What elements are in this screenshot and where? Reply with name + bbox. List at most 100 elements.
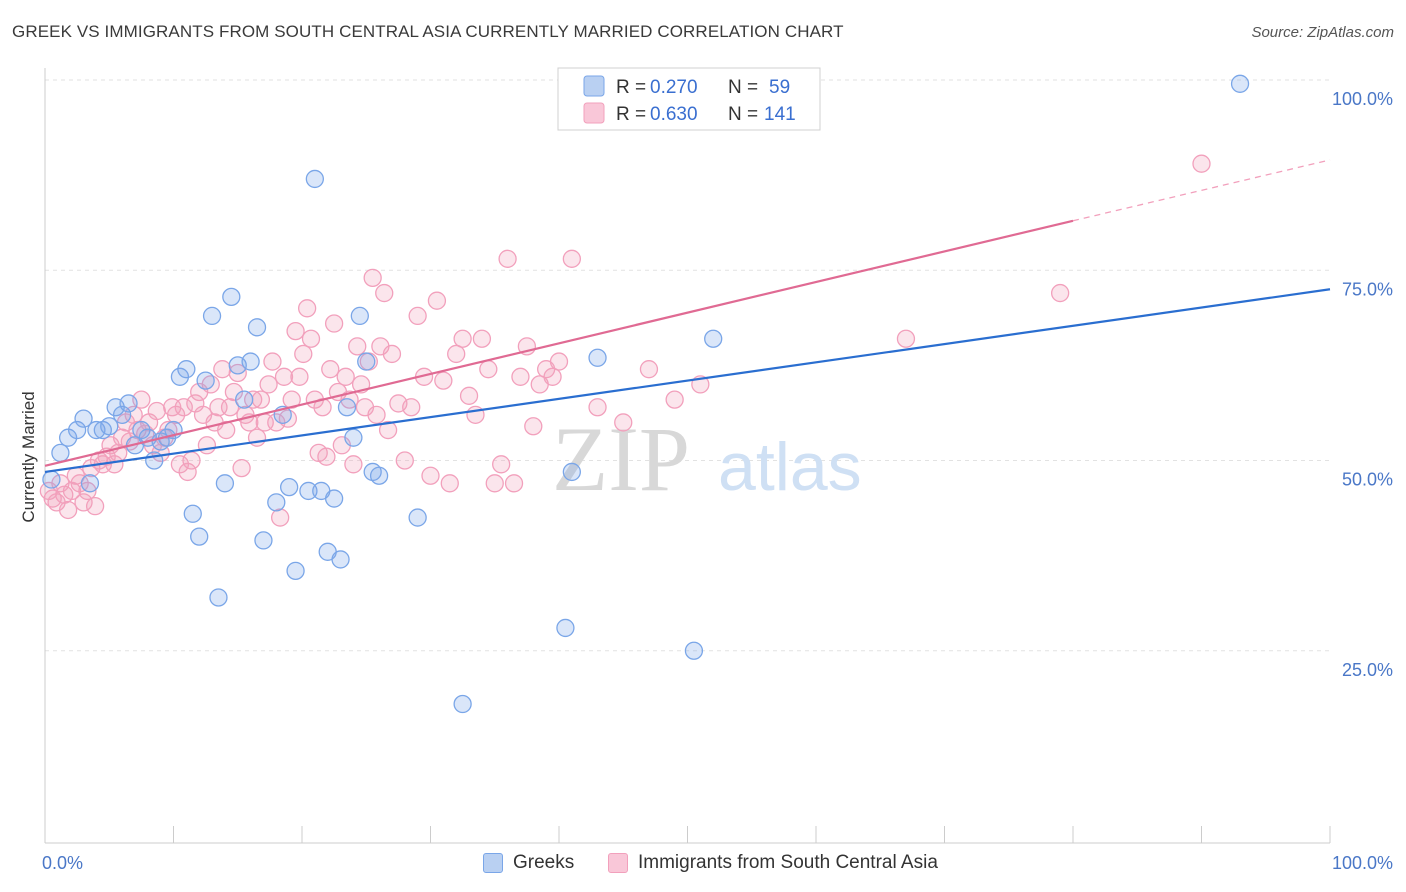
immigrants-point-99 bbox=[447, 344, 466, 364]
greeks-point-11 bbox=[119, 394, 138, 413]
greeks-point-4 bbox=[74, 409, 93, 428]
immigrants-point-89 bbox=[382, 344, 402, 364]
immigrants-point-35 bbox=[174, 398, 193, 417]
legend-box: R = 0.270 N = 59 R = 0.630 N = 141 bbox=[557, 67, 821, 131]
greeks-point-52 bbox=[562, 462, 581, 482]
immigrants-point-84 bbox=[363, 268, 382, 288]
greeks-point-26 bbox=[215, 474, 235, 493]
immigrants-point-9 bbox=[74, 493, 93, 512]
greeks-point-44 bbox=[344, 428, 363, 447]
immigrants-point-122 bbox=[896, 329, 916, 348]
immigrants-point-97 bbox=[434, 371, 453, 390]
immigrants-point-48 bbox=[224, 382, 244, 402]
greeks-point-20 bbox=[177, 360, 196, 379]
greeks-point-31 bbox=[247, 318, 267, 337]
immigrants-trend-extension bbox=[1072, 159, 1331, 222]
immigrants-point-41 bbox=[197, 436, 217, 455]
immigrants-point-73 bbox=[321, 360, 340, 379]
immigrants-point-12 bbox=[85, 497, 105, 516]
greeks-point-5 bbox=[80, 474, 100, 493]
immigrants-point-124 bbox=[1192, 154, 1211, 173]
immigrants-point-123 bbox=[1051, 283, 1070, 303]
immigrants-point-66 bbox=[294, 344, 313, 364]
greeks-point-3 bbox=[67, 420, 87, 440]
greeks-point-24 bbox=[202, 306, 222, 326]
greeks-point-54 bbox=[684, 641, 704, 660]
legend-label-greeks: Greeks bbox=[513, 852, 575, 873]
legend-n-label-2: N = bbox=[728, 104, 758, 125]
immigrants-point-65 bbox=[290, 367, 309, 386]
greeks-point-42 bbox=[331, 550, 350, 569]
immigrants-point-50 bbox=[232, 458, 251, 478]
immigrants-point-37 bbox=[182, 451, 201, 470]
greeks-point-35 bbox=[279, 477, 299, 497]
immigrants-point-57 bbox=[259, 375, 278, 394]
watermark-zip: ZIP bbox=[552, 408, 690, 510]
trend-lines bbox=[44, 159, 1331, 474]
immigrants-point-115 bbox=[549, 352, 569, 371]
x-tick-labels: 0.0% 100.0% bbox=[42, 853, 1393, 873]
immigrants-point-77 bbox=[336, 367, 355, 386]
greeks-point-33 bbox=[267, 493, 286, 512]
greeks-point-55 bbox=[704, 329, 723, 348]
greeks-trend-line bbox=[44, 288, 1331, 474]
greeks-point-23 bbox=[196, 371, 215, 390]
greeks-point-53 bbox=[588, 348, 607, 367]
legend-n-value-1: 59 bbox=[769, 77, 790, 98]
immigrants-point-34 bbox=[170, 455, 190, 474]
greeks-point-29 bbox=[235, 390, 254, 409]
axes bbox=[44, 68, 1331, 844]
legend-swatch-immigrants bbox=[583, 102, 605, 124]
greeks-point-49 bbox=[408, 508, 427, 527]
immigrants-point-108 bbox=[504, 474, 524, 493]
immigrants-point-100 bbox=[453, 329, 472, 348]
greeks-point-21 bbox=[183, 504, 202, 523]
legend-r-label-2: R = bbox=[616, 104, 646, 125]
immigrants-point-119 bbox=[639, 360, 659, 379]
watermark-atlas: atlas bbox=[718, 429, 862, 505]
legend-n-label-1: N = bbox=[728, 77, 758, 98]
greeks-point-50 bbox=[453, 694, 472, 714]
immigrants-point-88 bbox=[378, 420, 398, 440]
greeks-point-46 bbox=[357, 352, 376, 371]
greeks-point-36 bbox=[286, 561, 305, 580]
immigrants-point-64 bbox=[286, 321, 305, 341]
y-tick-label-1: 50.0% bbox=[1342, 470, 1393, 490]
legend-item-greeks: Greeks bbox=[483, 852, 574, 874]
y-tick-label-0: 25.0% bbox=[1342, 660, 1393, 680]
immigrants-point-87 bbox=[375, 283, 394, 303]
greeks-point-25 bbox=[209, 588, 228, 607]
greeks-point-8 bbox=[100, 417, 119, 436]
greeks-point-38 bbox=[305, 169, 325, 189]
immigrants-point-72 bbox=[317, 447, 336, 466]
greeks-point-30 bbox=[241, 352, 260, 371]
series-greeks-points bbox=[42, 70, 1250, 714]
immigrants-point-111 bbox=[524, 417, 543, 436]
legend-r-value-1: 0.270 bbox=[650, 77, 698, 98]
immigrants-point-101 bbox=[459, 386, 479, 405]
legend-item-immigrants: Immigrants from South Central Asia bbox=[608, 852, 938, 874]
immigrants-point-61 bbox=[274, 367, 294, 386]
legend-swatch-greeks bbox=[583, 75, 605, 97]
immigrants-point-107 bbox=[498, 249, 517, 268]
immigrants-point-36 bbox=[178, 462, 197, 482]
immigrants-point-91 bbox=[395, 451, 414, 470]
immigrants-point-6 bbox=[62, 481, 82, 501]
immigrants-point-109 bbox=[511, 367, 530, 386]
immigrants-point-68 bbox=[301, 329, 321, 348]
greeks-point-57 bbox=[1230, 74, 1250, 93]
immigrants-point-105 bbox=[485, 474, 504, 493]
immigrants-point-28 bbox=[147, 401, 166, 421]
immigrants-point-60 bbox=[271, 508, 290, 527]
legend-label-immigrants: Immigrants from South Central Asia bbox=[638, 852, 938, 873]
y-tick-label-3: 100.0% bbox=[1332, 89, 1393, 109]
y-axis-title: Currently Married bbox=[19, 391, 38, 522]
immigrants-point-85 bbox=[367, 405, 386, 424]
greeks-point-22 bbox=[190, 527, 209, 546]
immigrants-point-79 bbox=[344, 455, 363, 474]
greeks-point-41 bbox=[324, 489, 344, 508]
greeks-point-10 bbox=[112, 405, 132, 424]
immigrants-point-5 bbox=[58, 500, 78, 520]
immigrants-point-103 bbox=[472, 329, 492, 348]
